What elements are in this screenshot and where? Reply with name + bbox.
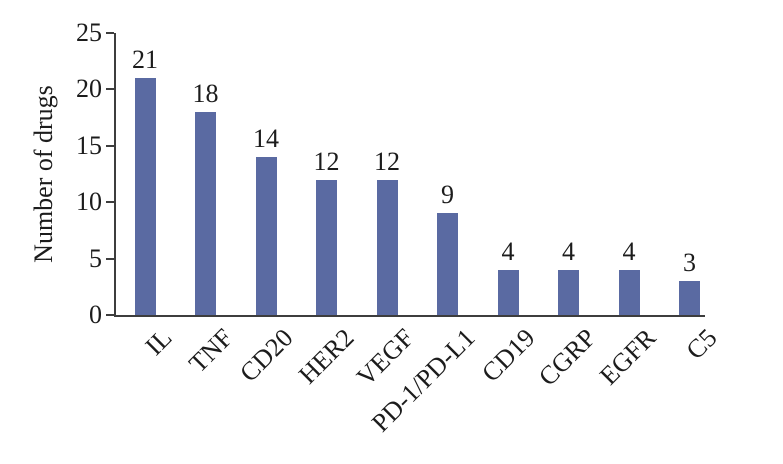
bar	[376, 179, 398, 315]
y-axis-tick	[106, 257, 114, 260]
y-tick-label: 0	[89, 300, 102, 329]
bar	[316, 179, 337, 315]
bar-value-label: 4	[622, 236, 636, 266]
y-axis-tick	[106, 201, 114, 204]
y-axis-spine	[114, 33, 116, 317]
bar	[558, 269, 579, 315]
bar-value-label: 12	[313, 146, 340, 176]
bar-chart-figure: Number of drugs 0 5 10 15 20 25 21 IL 18 TNF 14 CD2…	[29, 18, 722, 437]
bar	[679, 281, 700, 315]
y-tick-label: 25	[76, 18, 102, 47]
bar-value-label: 21	[132, 45, 158, 75]
y-tick-label: 20	[76, 74, 102, 104]
bar-value-label: 9	[441, 180, 454, 210]
y-axis-tick	[106, 144, 114, 147]
y-tick-label: 10	[76, 187, 102, 217]
bar	[618, 269, 640, 315]
bar	[437, 213, 458, 315]
bar-value-label: 18	[192, 78, 219, 108]
y-tick-label: 5	[89, 243, 102, 273]
bar	[255, 157, 277, 315]
bar	[134, 78, 156, 315]
y-axis-tick	[106, 314, 114, 316]
bar-value-label: 3	[683, 248, 696, 278]
y-axis-label: Number of drugs	[29, 85, 58, 263]
bar-value-label: 12	[374, 146, 400, 176]
bar-value-label: 4	[562, 236, 575, 266]
bar-value-label: 14	[253, 124, 279, 154]
bar-value-label: 4	[501, 236, 515, 266]
y-axis-tick	[106, 88, 114, 91]
bar	[195, 111, 216, 315]
y-axis-tick	[106, 32, 114, 34]
y-tick-label: 15	[76, 130, 102, 160]
bar	[497, 269, 519, 315]
x-axis-spine	[114, 315, 705, 317]
